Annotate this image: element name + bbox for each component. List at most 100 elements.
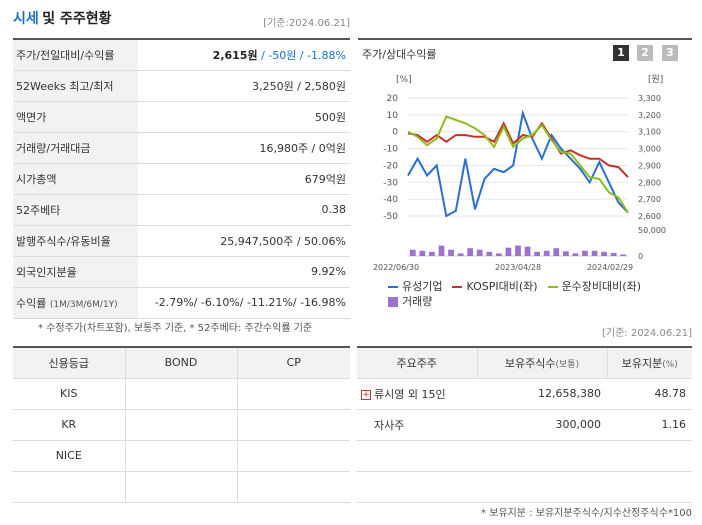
left-tick-label: -10	[383, 145, 398, 155]
holder-name	[357, 471, 477, 503]
right-tick-label: 3,000	[638, 145, 661, 154]
volume-bar	[438, 245, 445, 256]
chart-page-3-button[interactable]: 3	[662, 45, 678, 61]
info-value: 2,615원 / -50원 / -1.88%	[138, 39, 350, 71]
info-value: 679억원	[138, 163, 350, 195]
table-row	[357, 440, 692, 472]
info-value: 500원	[138, 101, 350, 133]
right-tick-label: 2,600	[638, 212, 661, 221]
price-chart: [%] [원] 20 3,300 10 3,200 0 3,100 -10 3,000 -20 2,9…	[373, 74, 666, 272]
bond-cell	[124, 377, 238, 410]
agency-cell: KIS	[13, 377, 126, 410]
info-row: 외국인지분율 9.92%	[13, 256, 350, 288]
section-title-main: 시세	[13, 11, 39, 27]
x-tick-label: 2022/06/30	[373, 263, 419, 272]
left-tick-label: -20	[383, 161, 398, 171]
volume-tick-label: 0	[638, 252, 643, 261]
holder-pct: 48.78	[607, 378, 692, 410]
volume-bar	[515, 245, 521, 256]
info-label: 52Weeks 최고/최저	[13, 70, 138, 102]
info-row: 52주베타 0.38	[13, 194, 350, 226]
legend-item-sector: 운수장비대비(좌)	[547, 278, 641, 294]
holder-header: 주요주주	[357, 347, 477, 379]
chart-title: 주가/상대수익률	[362, 48, 437, 61]
info-value: 3,250원 / 2,580원	[138, 70, 350, 102]
right-tick-label: 3,100	[638, 128, 661, 137]
holder-shares	[477, 440, 607, 472]
info-label: 발행주식수/유동비율	[13, 225, 138, 257]
bond-cell	[124, 439, 238, 472]
volume-bar	[620, 254, 627, 256]
credit-header: BOND	[124, 346, 238, 379]
left-tick-label: -40	[383, 195, 398, 205]
info-row: 52Weeks 최고/최저 3,250원 / 2,580원	[13, 70, 350, 102]
chart-legend: 유성기업 KOSPI대비(좌) 운수장비대비(좌) 거래량	[388, 278, 688, 308]
credit-header: CP	[236, 346, 350, 379]
cp-cell	[236, 408, 350, 441]
right-tick-label: 2,900	[638, 161, 661, 170]
volume-bar	[486, 251, 493, 256]
table-row: NICE	[13, 439, 350, 472]
returns-label: 수익률	[16, 296, 47, 310]
holder-pct: 1.16	[607, 409, 692, 441]
table-row: + 류시영 외 15인 12,658,380 48.78	[357, 378, 692, 410]
info-label: 수익률 (1M/3M/6M/1Y)	[13, 287, 138, 319]
shares-header: 보유주식수(보통)	[476, 347, 607, 379]
legend-item-kospi: KOSPI대비(좌)	[452, 278, 538, 294]
agency-cell: NICE	[13, 439, 126, 472]
left-tick-label: -50	[383, 212, 398, 222]
section-title-sub: 및 주주현황	[42, 11, 112, 27]
volume-bar	[419, 250, 426, 256]
agency-cell: KR	[13, 408, 126, 441]
holder-shares: 300,000	[477, 409, 607, 441]
volume-bar	[429, 251, 435, 256]
table-row	[13, 470, 350, 503]
info-value: 0.38	[138, 194, 350, 226]
info-value: -2.79%/ -6.10%/ -11.21%/ -16.98%	[138, 287, 350, 319]
info-value: 16,980주 / 0억원	[138, 132, 350, 164]
info-value: 25,947,500주 / 50.06%	[138, 225, 350, 257]
current-price: 2,615원	[212, 48, 258, 62]
cp-cell	[236, 377, 350, 410]
cp-cell	[236, 470, 350, 503]
right-tick-label: 3,200	[638, 111, 661, 120]
chart-page-2-button[interactable]: 2	[637, 45, 653, 61]
volume-bar	[553, 248, 560, 256]
holder-name	[357, 440, 477, 472]
info-label: 액면가	[13, 101, 138, 133]
volume-bar	[534, 251, 540, 256]
info-row: 주가/전일대비/수익률 2,615원 / -50원 / -1.88%	[13, 39, 350, 71]
price-change: / -50원 / -1.88%	[257, 48, 346, 62]
volume-bar	[524, 246, 531, 256]
left-tick-label: 10	[387, 111, 399, 121]
volume-bar	[562, 251, 569, 256]
info-label: 외국인지분율	[13, 256, 138, 288]
agency-cell	[13, 470, 126, 503]
volume-bar	[591, 250, 598, 256]
x-tick-label: 2024/02/29	[587, 263, 633, 272]
reference-date-2: [기준: 2024.06.21]	[601, 328, 692, 339]
info-row: 발행주식수/유동비율 25,947,500주 / 50.06%	[13, 225, 350, 257]
volume-bar	[476, 249, 483, 256]
returns-periods: (1M/3M/6M/1Y)	[49, 299, 118, 310]
credit-rating-table: 신용등급 BOND CP KIS KR NICE	[13, 346, 350, 503]
info-row: 수익률 (1M/3M/6M/1Y) -2.79%/ -6.10%/ -11.21…	[13, 287, 350, 319]
chart-page-1-button[interactable]: 1	[613, 45, 629, 61]
table-row	[357, 471, 692, 503]
left-axis-unit: [%]	[396, 75, 412, 85]
volume-bar	[409, 249, 416, 256]
left-tick-label: 0	[392, 128, 398, 138]
info-value: 9.92%	[138, 256, 350, 288]
bond-cell	[124, 408, 238, 441]
series-line	[407, 121, 629, 178]
expand-icon[interactable]: +	[361, 389, 371, 400]
table-row: KR	[13, 408, 350, 441]
chart-panel: 주가/상대수익률 1 2 3 [%] [원] 20 3,300 10 3,200 0 3,10…	[358, 38, 692, 308]
section-header: 시세 및 주주현황 [기준:2024.06.21]	[13, 8, 350, 34]
left-tick-label: 20	[387, 94, 399, 104]
volume-bar	[582, 250, 588, 256]
info-label: 52주베타	[13, 194, 138, 226]
bond-cell	[124, 470, 238, 503]
right-axis-unit: [원]	[648, 74, 663, 85]
legend-item-volume: 거래량	[388, 293, 432, 309]
